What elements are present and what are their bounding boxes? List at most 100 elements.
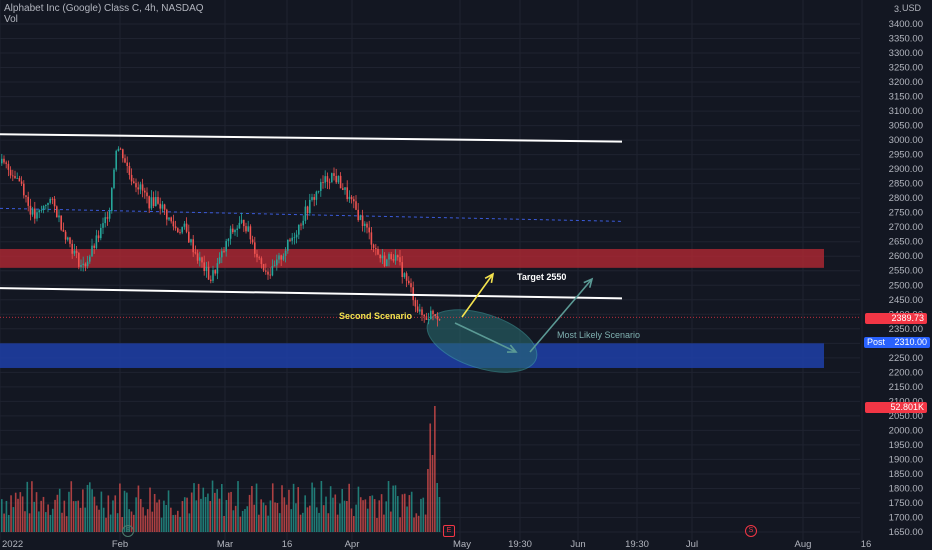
volume-bar <box>61 512 63 532</box>
candle-body <box>71 243 73 254</box>
volume-bar <box>299 514 302 532</box>
volume-bar <box>380 494 383 532</box>
most-likely-annotation[interactable]: Most Likely Scenario <box>557 330 641 340</box>
currency-label[interactable]: USD <box>902 3 922 13</box>
price-tick: 3150.00 <box>889 92 923 103</box>
volume-bar <box>348 483 350 532</box>
candle-body <box>364 223 366 227</box>
candle-body <box>339 175 342 189</box>
candle-body <box>25 195 27 197</box>
candle-body <box>106 217 109 219</box>
time-tick: May <box>453 539 471 550</box>
scenario-ellipse <box>426 309 538 373</box>
candle-body <box>331 173 333 183</box>
volume-bar <box>366 508 369 532</box>
volume-bar <box>144 515 147 532</box>
volume-bar <box>334 494 337 532</box>
volume-bar <box>417 515 420 532</box>
volume-bar <box>408 495 411 532</box>
candle-body <box>372 244 375 248</box>
support-zone <box>0 343 824 368</box>
symbol-title: Alphabet Inc (Google) Class C, 4h, NASDA… <box>4 3 204 14</box>
volume-bar <box>387 481 390 532</box>
candle-body <box>174 226 177 229</box>
candle-body <box>295 234 298 238</box>
volume-bar <box>7 514 10 532</box>
volume-bar <box>123 490 126 532</box>
volume-bar <box>121 517 124 532</box>
target-annotation[interactable]: Target 2550 <box>517 272 567 282</box>
volume-bar <box>244 509 246 532</box>
volume-bar <box>84 507 86 532</box>
candle-body <box>326 176 329 182</box>
price-tick: 2850.00 <box>889 179 923 190</box>
volume-bar <box>318 512 320 532</box>
candle-body <box>221 251 223 258</box>
volume-bar <box>3 513 5 532</box>
candle-body <box>130 174 133 182</box>
candle-body <box>357 209 359 221</box>
volume-bar <box>313 487 316 532</box>
candle-body <box>122 149 124 159</box>
volume-bar <box>246 506 249 532</box>
candle-body <box>304 206 307 221</box>
volume-bar <box>394 485 397 532</box>
volume-bar <box>322 505 325 532</box>
candle-body <box>49 198 51 203</box>
channel-upper-line <box>0 133 623 143</box>
price-tick: 2150.00 <box>889 382 923 393</box>
volume-bar <box>339 503 341 532</box>
volume-bar <box>12 507 15 532</box>
candle-body <box>337 175 340 183</box>
candle-body <box>399 257 401 263</box>
volume-badge: 52.801K <box>865 402 927 413</box>
volume-bar <box>33 501 36 532</box>
volume-bar <box>403 493 406 532</box>
volume-bar <box>223 516 225 532</box>
price-tick: 2200.00 <box>889 367 923 378</box>
volume-bar <box>35 492 38 532</box>
candle-body <box>29 205 32 215</box>
volume-bar <box>265 505 267 532</box>
volume-bar <box>163 500 165 532</box>
candle-body <box>383 255 386 267</box>
candle-body <box>368 227 370 233</box>
candle-body <box>157 197 159 204</box>
split-marker[interactable]: S <box>122 525 134 537</box>
candle-body <box>163 204 166 210</box>
volume-bar <box>14 492 17 532</box>
candle-body <box>388 254 390 260</box>
candle-body <box>141 184 144 191</box>
candle-body <box>75 250 78 254</box>
candle-body <box>62 229 65 232</box>
candle-body <box>287 239 289 251</box>
post-market-badge: Post 2310.00 <box>864 337 930 348</box>
second-scenario-annotation[interactable]: Second Scenario <box>339 311 413 321</box>
volume-bar <box>383 514 385 532</box>
price-tick: 2450.00 <box>889 295 923 306</box>
candle-body <box>36 212 38 219</box>
volume-bar <box>241 510 244 532</box>
candle-body <box>232 228 234 233</box>
price-tick: 3250.00 <box>889 63 923 74</box>
candle-body <box>97 235 100 239</box>
volume-bar <box>70 481 73 532</box>
candle-body <box>278 255 280 260</box>
volume-bar <box>251 486 253 532</box>
volume-bar <box>114 495 117 532</box>
earnings-marker[interactable]: E <box>443 525 455 537</box>
candle-body <box>438 319 441 321</box>
post-price: 2310.00 <box>894 337 927 347</box>
candle-body <box>410 283 412 288</box>
candle-body <box>166 209 168 220</box>
volume-bar <box>309 505 311 532</box>
split-marker-future[interactable]: S <box>745 525 757 537</box>
candle-body <box>355 201 357 210</box>
candle-body <box>67 237 69 240</box>
volume-bar <box>359 497 362 532</box>
volume-bar <box>207 493 209 532</box>
candle-body <box>82 263 84 265</box>
candle-body <box>38 210 40 213</box>
volume-bar <box>102 507 105 532</box>
